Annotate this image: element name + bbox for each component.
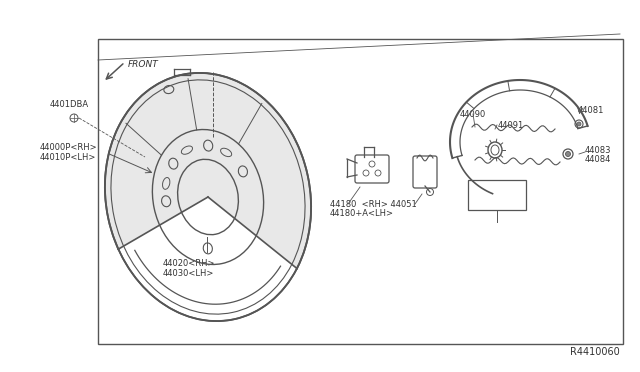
Text: 44060S: 44060S bbox=[480, 183, 514, 192]
Text: 4401DBA: 4401DBA bbox=[50, 99, 89, 109]
Polygon shape bbox=[118, 197, 297, 321]
Text: 44083: 44083 bbox=[585, 145, 611, 154]
Ellipse shape bbox=[566, 151, 570, 157]
Text: 44081: 44081 bbox=[578, 106, 604, 115]
Text: R4410060: R4410060 bbox=[570, 347, 620, 357]
Text: 44030<LH>: 44030<LH> bbox=[163, 269, 214, 278]
Text: 44020<RH>: 44020<RH> bbox=[163, 260, 216, 269]
Bar bbox=[468, 180, 526, 210]
Text: 44010P<LH>: 44010P<LH> bbox=[40, 153, 97, 161]
Bar bbox=[98, 39, 623, 344]
Text: 44084: 44084 bbox=[585, 154, 611, 164]
Text: 44200: 44200 bbox=[483, 198, 511, 206]
Ellipse shape bbox=[105, 73, 311, 321]
Text: 44180+A<LH>: 44180+A<LH> bbox=[330, 208, 394, 218]
Text: FRONT: FRONT bbox=[128, 60, 159, 68]
Ellipse shape bbox=[577, 122, 581, 126]
Text: 44180  <RH> 44051: 44180 <RH> 44051 bbox=[330, 199, 417, 208]
Text: 44090: 44090 bbox=[460, 109, 486, 119]
Text: 44000P<RH>: 44000P<RH> bbox=[40, 142, 98, 151]
Text: 44091: 44091 bbox=[498, 121, 524, 129]
